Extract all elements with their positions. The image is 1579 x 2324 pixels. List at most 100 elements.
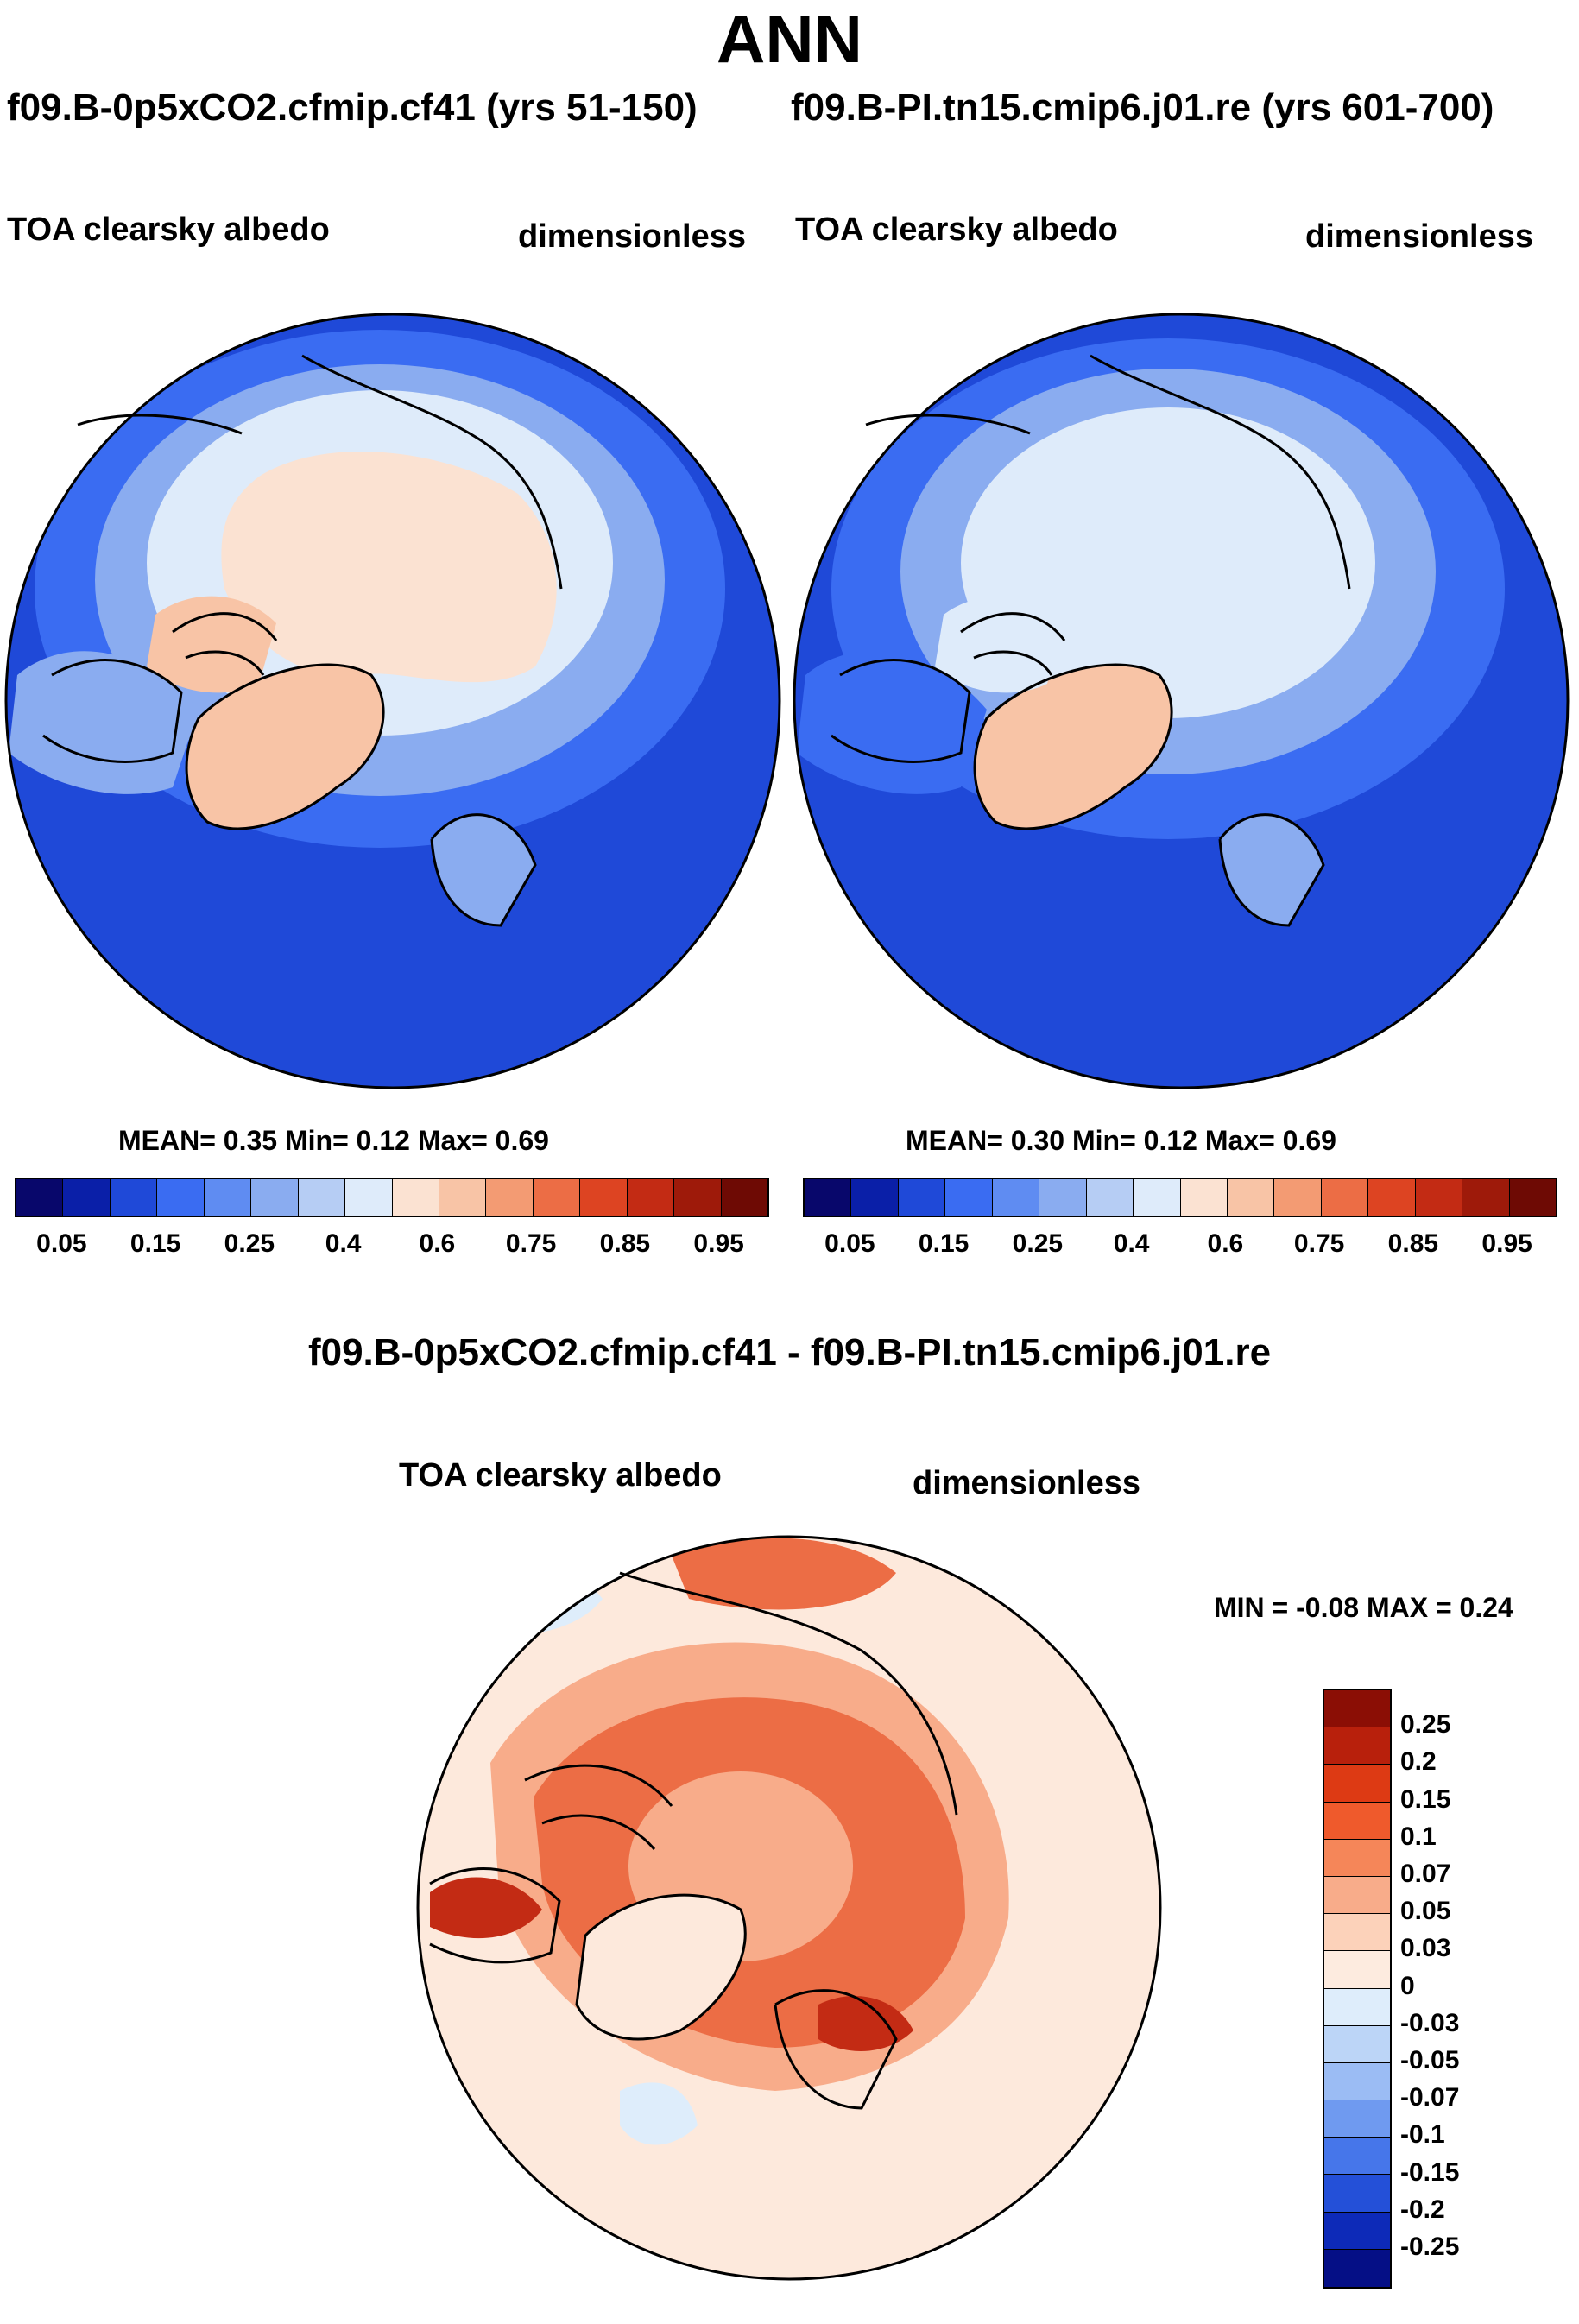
colorbar-cell — [1324, 2138, 1390, 2176]
archipelago — [147, 596, 276, 693]
greenland — [975, 665, 1172, 829]
coastline-archipelago — [960, 612, 1066, 676]
left-map-variable: TOA clearsky albedo — [7, 212, 330, 248]
colorbar-cell — [533, 1179, 581, 1216]
colorbar-cell — [204, 1179, 252, 1216]
difference-units: dimensionless — [913, 1465, 1140, 1501]
right-polar-map — [793, 313, 1570, 1089]
colorbar-cell — [851, 1179, 899, 1216]
arctic-ice — [1009, 452, 1345, 683]
colorbar-cell — [1509, 1179, 1556, 1216]
difference-colorbar — [1323, 1689, 1392, 2289]
colorbar-cell — [1324, 2100, 1390, 2138]
colorbar-label: 0 — [1400, 1971, 1415, 2000]
colorbar-cell — [1134, 1179, 1181, 1216]
colorbar-tick-label: 0.25 — [1012, 1229, 1064, 1258]
diff-coastline-scandinavia — [774, 1989, 898, 2110]
colorbar-label: 0.03 — [1400, 1934, 1451, 1963]
colorbar-cell — [1324, 1914, 1390, 1952]
colorbar-tick-label: 0.4 — [1113, 1229, 1150, 1258]
colorbar-label: 0.2 — [1400, 1747, 1437, 1777]
colorbar-cell — [721, 1179, 767, 1216]
colorbar-cell — [1415, 1179, 1463, 1216]
colorbar-cell — [486, 1179, 534, 1216]
colorbar-cell — [992, 1179, 1040, 1216]
colorbar-cell — [110, 1179, 158, 1216]
colorbar-label: -0.15 — [1400, 2157, 1460, 2187]
colorbar-cell — [805, 1179, 852, 1216]
colorbar-tick-label: 0.05 — [36, 1229, 87, 1258]
colorbar-label: -0.03 — [1400, 2008, 1460, 2037]
colorbar-cell — [345, 1179, 393, 1216]
colorbar-label: 0.15 — [1400, 1784, 1451, 1814]
colorbar-cell — [298, 1179, 346, 1216]
coastline-greenland — [973, 663, 1173, 830]
colorbar-tick-label: 0.25 — [224, 1229, 275, 1258]
right-map-variable: TOA clearsky albedo — [795, 212, 1118, 248]
colorbar-cell — [1324, 1988, 1390, 2026]
colorbar-cell — [439, 1179, 487, 1216]
colorbar-tick-label: 0.95 — [1481, 1229, 1532, 1258]
colorbar-cell — [251, 1179, 299, 1216]
colorbar-cell — [1324, 2062, 1390, 2101]
coastline-canada — [831, 659, 971, 763]
colorbar-cell — [1324, 1765, 1390, 1803]
colorbar-label: 0.07 — [1400, 1860, 1451, 1888]
difference-polar-map — [416, 1535, 1162, 2281]
colorbar-cell — [392, 1179, 439, 1216]
coastline-siberia — [301, 354, 563, 590]
right-map-units: dimensionless — [1305, 218, 1533, 255]
right-map-border — [793, 313, 1570, 1089]
colorbar-label: 0.05 — [1400, 1897, 1451, 1926]
colorbar-cell — [1180, 1179, 1228, 1216]
diff-coastline-siberia — [619, 1571, 958, 1816]
left-colorbar — [15, 1178, 769, 1217]
colorbar-label: -0.25 — [1400, 2232, 1460, 2261]
diff-peak-canada — [430, 1877, 542, 1939]
colorbar-cell — [1324, 1727, 1390, 1765]
colorbar-tick-label: 0.75 — [505, 1229, 557, 1258]
greenland — [186, 665, 384, 829]
colorbar-cell — [157, 1179, 205, 1216]
colorbar-tick-label: 0.95 — [693, 1229, 744, 1258]
colorbar-cell — [1324, 2212, 1390, 2250]
colorbar-cell — [1462, 1179, 1510, 1216]
colorbar-cell — [1086, 1179, 1134, 1216]
coastline-siberia — [1090, 354, 1351, 590]
colorbar-cell — [1324, 1876, 1390, 1915]
colorbar-label: -0.2 — [1400, 2195, 1445, 2224]
colorbar-cell — [1227, 1179, 1275, 1216]
colorbar-cell — [898, 1179, 946, 1216]
coastline-canada — [42, 659, 183, 763]
colorbar-tick-label: 0.6 — [1207, 1229, 1244, 1258]
right-case-title: f09.B-PI.tn15.cmip6.j01.re (yrs 601-700) — [791, 86, 1494, 129]
left-map-border — [4, 313, 781, 1089]
colorbar-cell — [945, 1179, 993, 1216]
colorbar-cell — [1274, 1179, 1322, 1216]
difference-title: f09.B-0p5xCO2.cfmip.cf41 - f09.B-PI.tn15… — [307, 1331, 1272, 1374]
scandinavia-coast — [1220, 814, 1323, 925]
difference-map-border — [416, 1535, 1162, 2281]
archipelago — [935, 596, 1064, 693]
colorbar-cell — [63, 1179, 111, 1216]
colorbar-cell — [1321, 1179, 1369, 1216]
coastline-scandinavia — [430, 813, 537, 927]
left-map-stats: MEAN= 0.35 Min= 0.12 Max= 0.69 — [118, 1125, 549, 1156]
diff-greenland — [577, 1895, 746, 2039]
colorbar-cell — [1324, 1802, 1390, 1840]
colorbar-cell — [16, 1179, 64, 1216]
colorbar-label: 0.1 — [1400, 1822, 1437, 1851]
coastline-greenland — [185, 663, 385, 830]
colorbar-cell — [1039, 1179, 1087, 1216]
colorbar-label: -0.07 — [1400, 2083, 1460, 2112]
right-map-stats: MEAN= 0.30 Min= 0.12 Max= 0.69 — [906, 1125, 1336, 1156]
colorbar-cell — [1324, 2249, 1390, 2287]
diff-coastline-archipelago — [524, 1764, 673, 1850]
colorbar-cell — [1324, 2025, 1390, 2063]
main-title: ANN — [717, 1, 862, 77]
right-colorbar — [803, 1178, 1557, 1217]
colorbar-cell — [1324, 1951, 1390, 1989]
colorbar-label: -0.1 — [1400, 2120, 1445, 2150]
left-map-units: dimensionless — [518, 218, 746, 255]
colorbar-tick-label: 0.85 — [599, 1229, 651, 1258]
